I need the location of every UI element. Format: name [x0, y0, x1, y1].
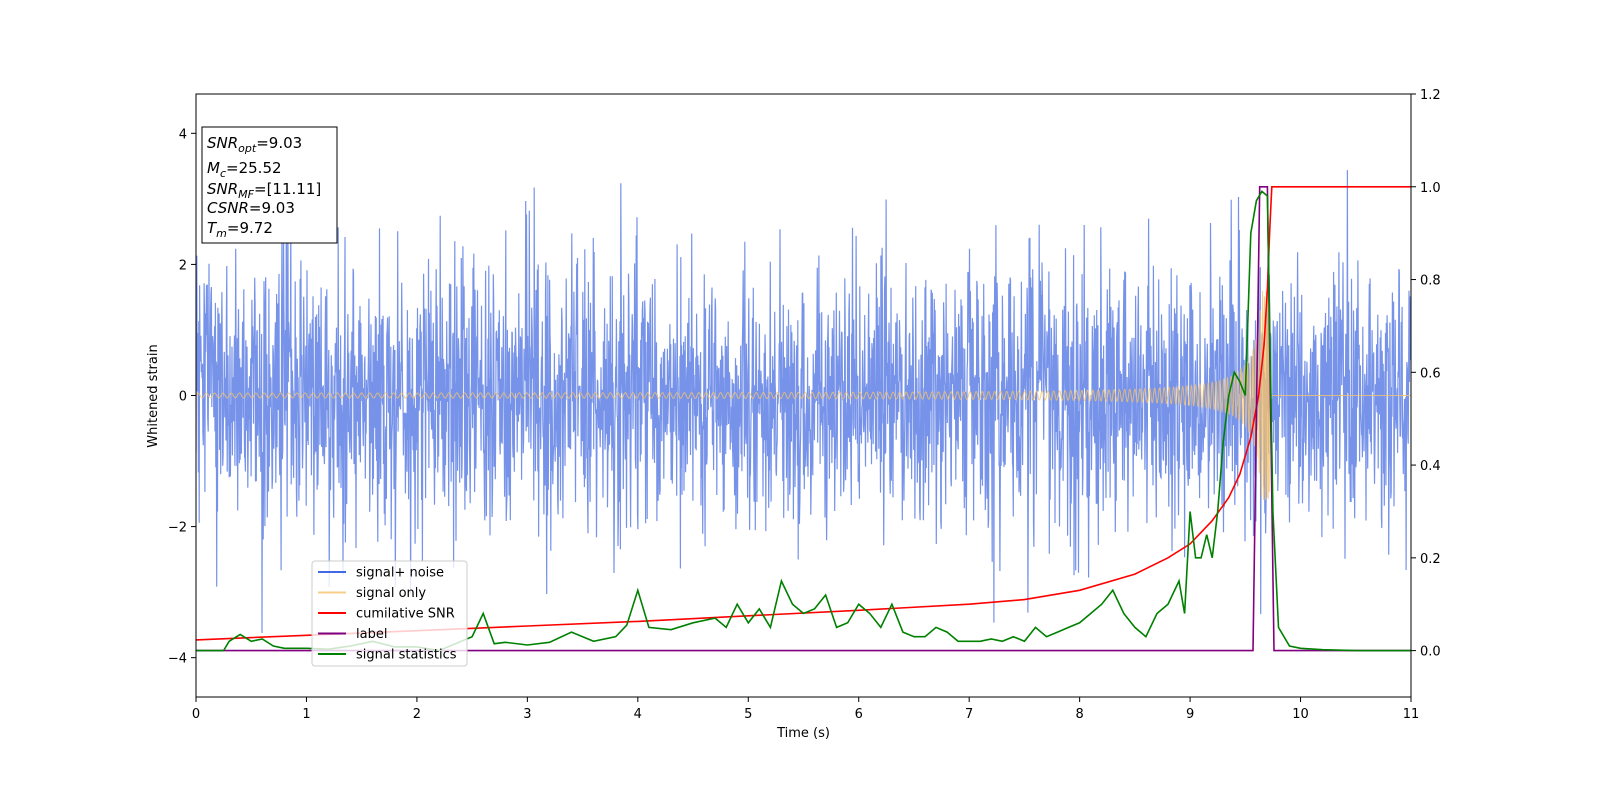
x-tick-label: 10 [1292, 707, 1309, 722]
series-signal-statistics [196, 190, 1411, 652]
x-tick-label: 1 [302, 707, 310, 722]
y-left-tick-label: −2 [168, 521, 187, 536]
x-axis: 0 1 2 3 4 5 6 7 8 9 10 11 [192, 697, 1419, 722]
x-axis-label: Time (s) [776, 726, 830, 741]
annotation-line: SNRopt=9.03 [207, 134, 302, 155]
x-tick-label: 11 [1403, 707, 1420, 722]
series-label [196, 186, 1411, 652]
series-layer [196, 170, 1411, 652]
x-tick-label: 4 [634, 707, 642, 722]
annotation-line: CSNR=9.03 [207, 199, 295, 217]
legend-label: signal statistics [356, 648, 457, 663]
series-cumulative-snr [196, 186, 1411, 641]
x-tick-label: 9 [1186, 707, 1194, 722]
legend-label: signal+ noise [356, 566, 444, 581]
y-left-tick-label: 0 [179, 390, 187, 405]
series-signal-noise [196, 170, 1411, 634]
y-axis-right: 0.0 0.2 0.4 0.6 0.8 1.0 1.2 [1411, 88, 1441, 660]
y-axis-left: −4 −2 0 2 4 [168, 127, 196, 667]
x-tick-label: 7 [965, 707, 973, 722]
x-tick-label: 5 [744, 707, 752, 722]
x-tick-label: 2 [413, 707, 421, 722]
x-tick-label: 0 [192, 707, 200, 722]
y-right-tick-label: 0.2 [1420, 552, 1441, 567]
annotation-frame [201, 126, 338, 244]
x-tick-label: 8 [1075, 707, 1083, 722]
annotation-box: SNRopt=9.03 Mc=25.52SNRMF=[11.11]CSNR=9.0… [201, 126, 338, 244]
y-right-tick-label: 0.6 [1420, 366, 1441, 381]
y-right-tick-label: 0.0 [1420, 645, 1441, 660]
y-left-tick-label: −4 [168, 652, 187, 667]
annotation-line: Mc=25.52 [207, 159, 282, 180]
legend: signal+ noise signal only cumilative SNR la… [311, 560, 468, 667]
y-right-tick-label: 1.0 [1420, 181, 1441, 196]
legend-label: cumilative SNR [356, 607, 455, 622]
legend-label: label [356, 627, 387, 642]
y-left-tick-label: 4 [179, 127, 187, 142]
legend-frame [311, 560, 468, 667]
legend-label: signal only [356, 586, 426, 601]
y-left-tick-label: 2 [179, 258, 187, 273]
annotation-line: Tm=9.72 [207, 219, 273, 240]
y-right-tick-label: 0.4 [1420, 459, 1441, 474]
x-tick-label: 6 [855, 707, 863, 722]
annotation-line: SNRMF=[11.11] [207, 180, 321, 201]
y-right-tick-label: 1.2 [1420, 88, 1441, 103]
y-axis-label: Whitened strain [146, 344, 161, 447]
y-right-tick-label: 0.8 [1420, 274, 1441, 289]
x-tick-label: 3 [523, 707, 531, 722]
series-signal-only [196, 290, 1411, 501]
